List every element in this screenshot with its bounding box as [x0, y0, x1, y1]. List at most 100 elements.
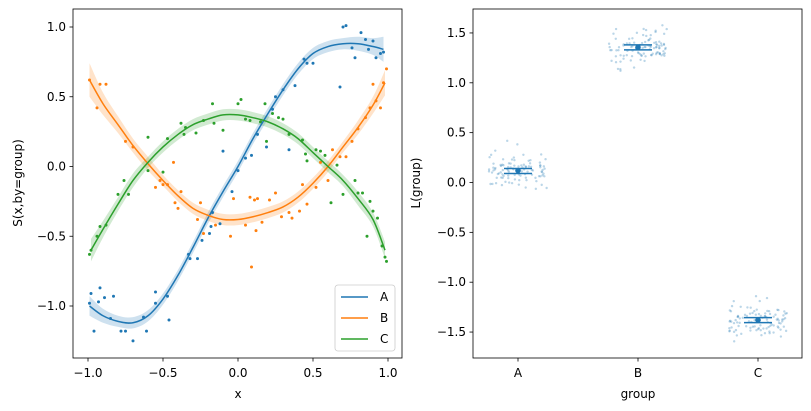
x-axis-ticks: −1.0 −0.5 0.0 0.5 1.0 [73, 358, 398, 380]
data-point-C [166, 137, 169, 141]
jitter-point-C [783, 317, 787, 320]
jitter-point-C [772, 324, 775, 327]
left-axes-frame [72, 8, 403, 359]
data-point-A [97, 300, 100, 304]
x-tick-label: −1.0 [73, 366, 102, 380]
jitter-point-C [772, 315, 775, 318]
jitter-point-B [665, 27, 668, 31]
jitter-point-A [506, 165, 510, 169]
jitter-point-C [782, 314, 785, 317]
data-point-A [209, 224, 213, 228]
jitter-point-A [510, 158, 514, 161]
jitter-point-B [663, 54, 666, 57]
jitter-point-C [743, 313, 747, 317]
data-point-B [202, 231, 205, 235]
jitter-point-A [529, 165, 533, 169]
jitter-point-C [736, 315, 740, 318]
data-point-C [281, 117, 285, 121]
data-point-A [364, 38, 367, 42]
jitter-point-A [545, 186, 548, 190]
jitter-point-A [527, 165, 531, 168]
jitter-point-C [760, 334, 763, 337]
jitter-point-A [517, 183, 521, 186]
data-point-C [265, 139, 268, 143]
jitter-point-B [619, 60, 622, 63]
jitter-point-B [662, 43, 666, 47]
jitter-point-A [507, 176, 510, 180]
jitter-point-B [614, 55, 618, 58]
y-tick-label: −0.5 [437, 225, 466, 239]
jitter-point-B [654, 29, 657, 32]
jitter-point-B [649, 53, 653, 57]
jitter-point-A [530, 168, 534, 172]
data-point-B [179, 190, 183, 194]
jitter-point-B [641, 33, 645, 37]
jitter-point-B [637, 51, 640, 55]
data-point-A [302, 57, 306, 61]
smooth-lines [88, 42, 386, 324]
jitter-point-A [507, 174, 510, 177]
jitter-point-C [784, 312, 787, 315]
jitter-point-C [753, 318, 756, 322]
data-point-C [263, 102, 267, 106]
jitter-point-B [654, 40, 658, 44]
data-point-A [221, 149, 225, 153]
jitter-point-A [507, 181, 511, 184]
data-point-B [254, 229, 258, 233]
data-point-C [182, 132, 186, 136]
jitter-point-A [526, 170, 529, 173]
data-point-A [379, 52, 382, 56]
x-axis-ticks: A B C [514, 358, 762, 380]
x-tick-label: 0.5 [303, 366, 322, 380]
jitter-point-A [540, 153, 543, 156]
data-point-A [88, 301, 91, 305]
jitter-point-A [494, 166, 497, 170]
jitter-point-B [658, 46, 661, 50]
data-point-B [331, 148, 334, 152]
jitter-point-C [782, 318, 785, 321]
data-point-A [166, 294, 169, 298]
data-point-C [161, 170, 165, 174]
data-point-A [359, 31, 363, 35]
estimate-point-B [635, 44, 641, 51]
jitter-point-C [751, 311, 754, 315]
jitter-point-B [610, 59, 613, 63]
jitter-point-B [622, 54, 625, 58]
jitter-point-B [612, 32, 615, 35]
jitter-point-C [728, 319, 732, 323]
data-point-A [344, 24, 348, 28]
jitter-point-A [489, 153, 493, 157]
jitter-point-C [785, 312, 788, 315]
data-point-B [256, 197, 259, 201]
y-tick-label: 0.5 [47, 90, 66, 104]
jitter-point-B [631, 37, 634, 40]
jitter-point-C [736, 314, 740, 318]
jitter-point-C [759, 328, 762, 332]
jitter-point-B [658, 40, 661, 43]
jitter-point-C [730, 304, 734, 308]
data-point-B [274, 191, 277, 195]
data-point-A [92, 329, 96, 333]
data-point-B [232, 197, 235, 201]
jitter-point-A [494, 149, 497, 152]
data-point-B [385, 67, 388, 71]
data-point-C [329, 201, 333, 205]
jitter-point-B [655, 43, 658, 46]
jitter-point-C [749, 329, 752, 332]
data-point-C [248, 118, 252, 122]
y-axis-ticks: 1.5 1.0 0.5 0.0 −0.5 −1.0 −1.5 [437, 26, 473, 339]
jitter-point-C [777, 319, 780, 322]
jitter-point-A [500, 183, 504, 187]
jitter-point-C [767, 309, 771, 313]
data-point-B [172, 160, 175, 164]
y-tick-label: 0.0 [47, 160, 66, 174]
jitter-point-A [494, 182, 498, 185]
jitter-point-B [651, 52, 654, 55]
jitter-point-B [615, 49, 618, 52]
jitter-point-A [502, 164, 505, 167]
jitter-point-B [639, 52, 642, 56]
jitter-point-B [658, 52, 661, 56]
jitter-point-B [640, 41, 644, 45]
jitter-point-A [501, 163, 504, 166]
data-point-B [268, 198, 271, 202]
